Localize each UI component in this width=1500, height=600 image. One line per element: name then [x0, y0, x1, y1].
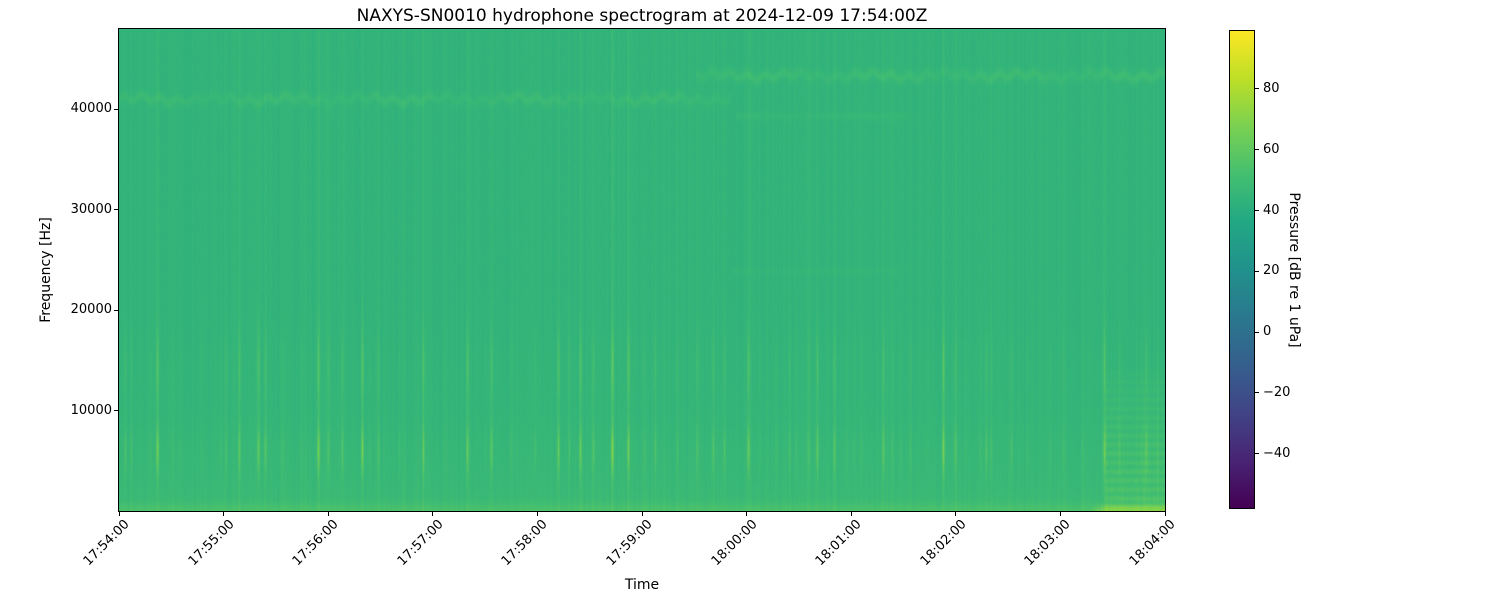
y-tick-label: 40000 [70, 101, 112, 117]
colorbar-tick-mark [1255, 331, 1259, 333]
x-axis-label: Time [624, 577, 660, 593]
y-tick-label: 20000 [70, 302, 112, 318]
x-tick-mark [432, 512, 434, 516]
colorbar-tick-label: 20 [1263, 263, 1280, 279]
y-tick-mark [114, 309, 118, 311]
x-tick-mark [850, 512, 852, 516]
colorbar-tick-label: −40 [1263, 445, 1291, 461]
x-tick-mark [118, 512, 120, 516]
y-tick-label: 10000 [70, 402, 112, 418]
spectrogram-image [119, 29, 1165, 511]
y-tick-label: 30000 [70, 201, 112, 217]
x-tick-mark [955, 512, 957, 516]
x-tick-mark [223, 512, 225, 516]
colorbar-tick-mark [1255, 149, 1259, 151]
y-axis-label: Frequency [Hz] [38, 217, 54, 323]
colorbar-tick-label: 40 [1263, 202, 1280, 218]
colorbar-tick-label: 60 [1263, 141, 1280, 157]
plot-area [118, 28, 1166, 512]
colorbar-tick-mark [1255, 392, 1259, 394]
colorbar-tick-mark [1255, 453, 1259, 455]
x-tick-mark [536, 512, 538, 516]
x-tick-mark [1164, 512, 1166, 516]
x-tick-mark [746, 512, 748, 516]
colorbar-tick-label: 80 [1263, 80, 1280, 96]
colorbar-tick-label: 0 [1263, 324, 1272, 340]
chart-title: NAXYS-SN0010 hydrophone spectrogram at 2… [356, 6, 928, 26]
y-tick-mark [114, 410, 118, 412]
y-tick-mark [114, 108, 118, 110]
x-tick-mark [641, 512, 643, 516]
colorbar [1229, 30, 1255, 509]
colorbar-label: Pressure [dB re 1 uPa] [1286, 192, 1302, 348]
x-tick-mark [1059, 512, 1061, 516]
x-tick-mark [327, 512, 329, 516]
x-tick-label: 17:54:00 [80, 517, 133, 569]
colorbar-tick-mark [1255, 270, 1259, 272]
colorbar-tick-label: −20 [1263, 384, 1291, 400]
colorbar-tick-mark [1255, 210, 1259, 212]
y-tick-mark [114, 209, 118, 211]
colorbar-tick-mark [1255, 88, 1259, 90]
